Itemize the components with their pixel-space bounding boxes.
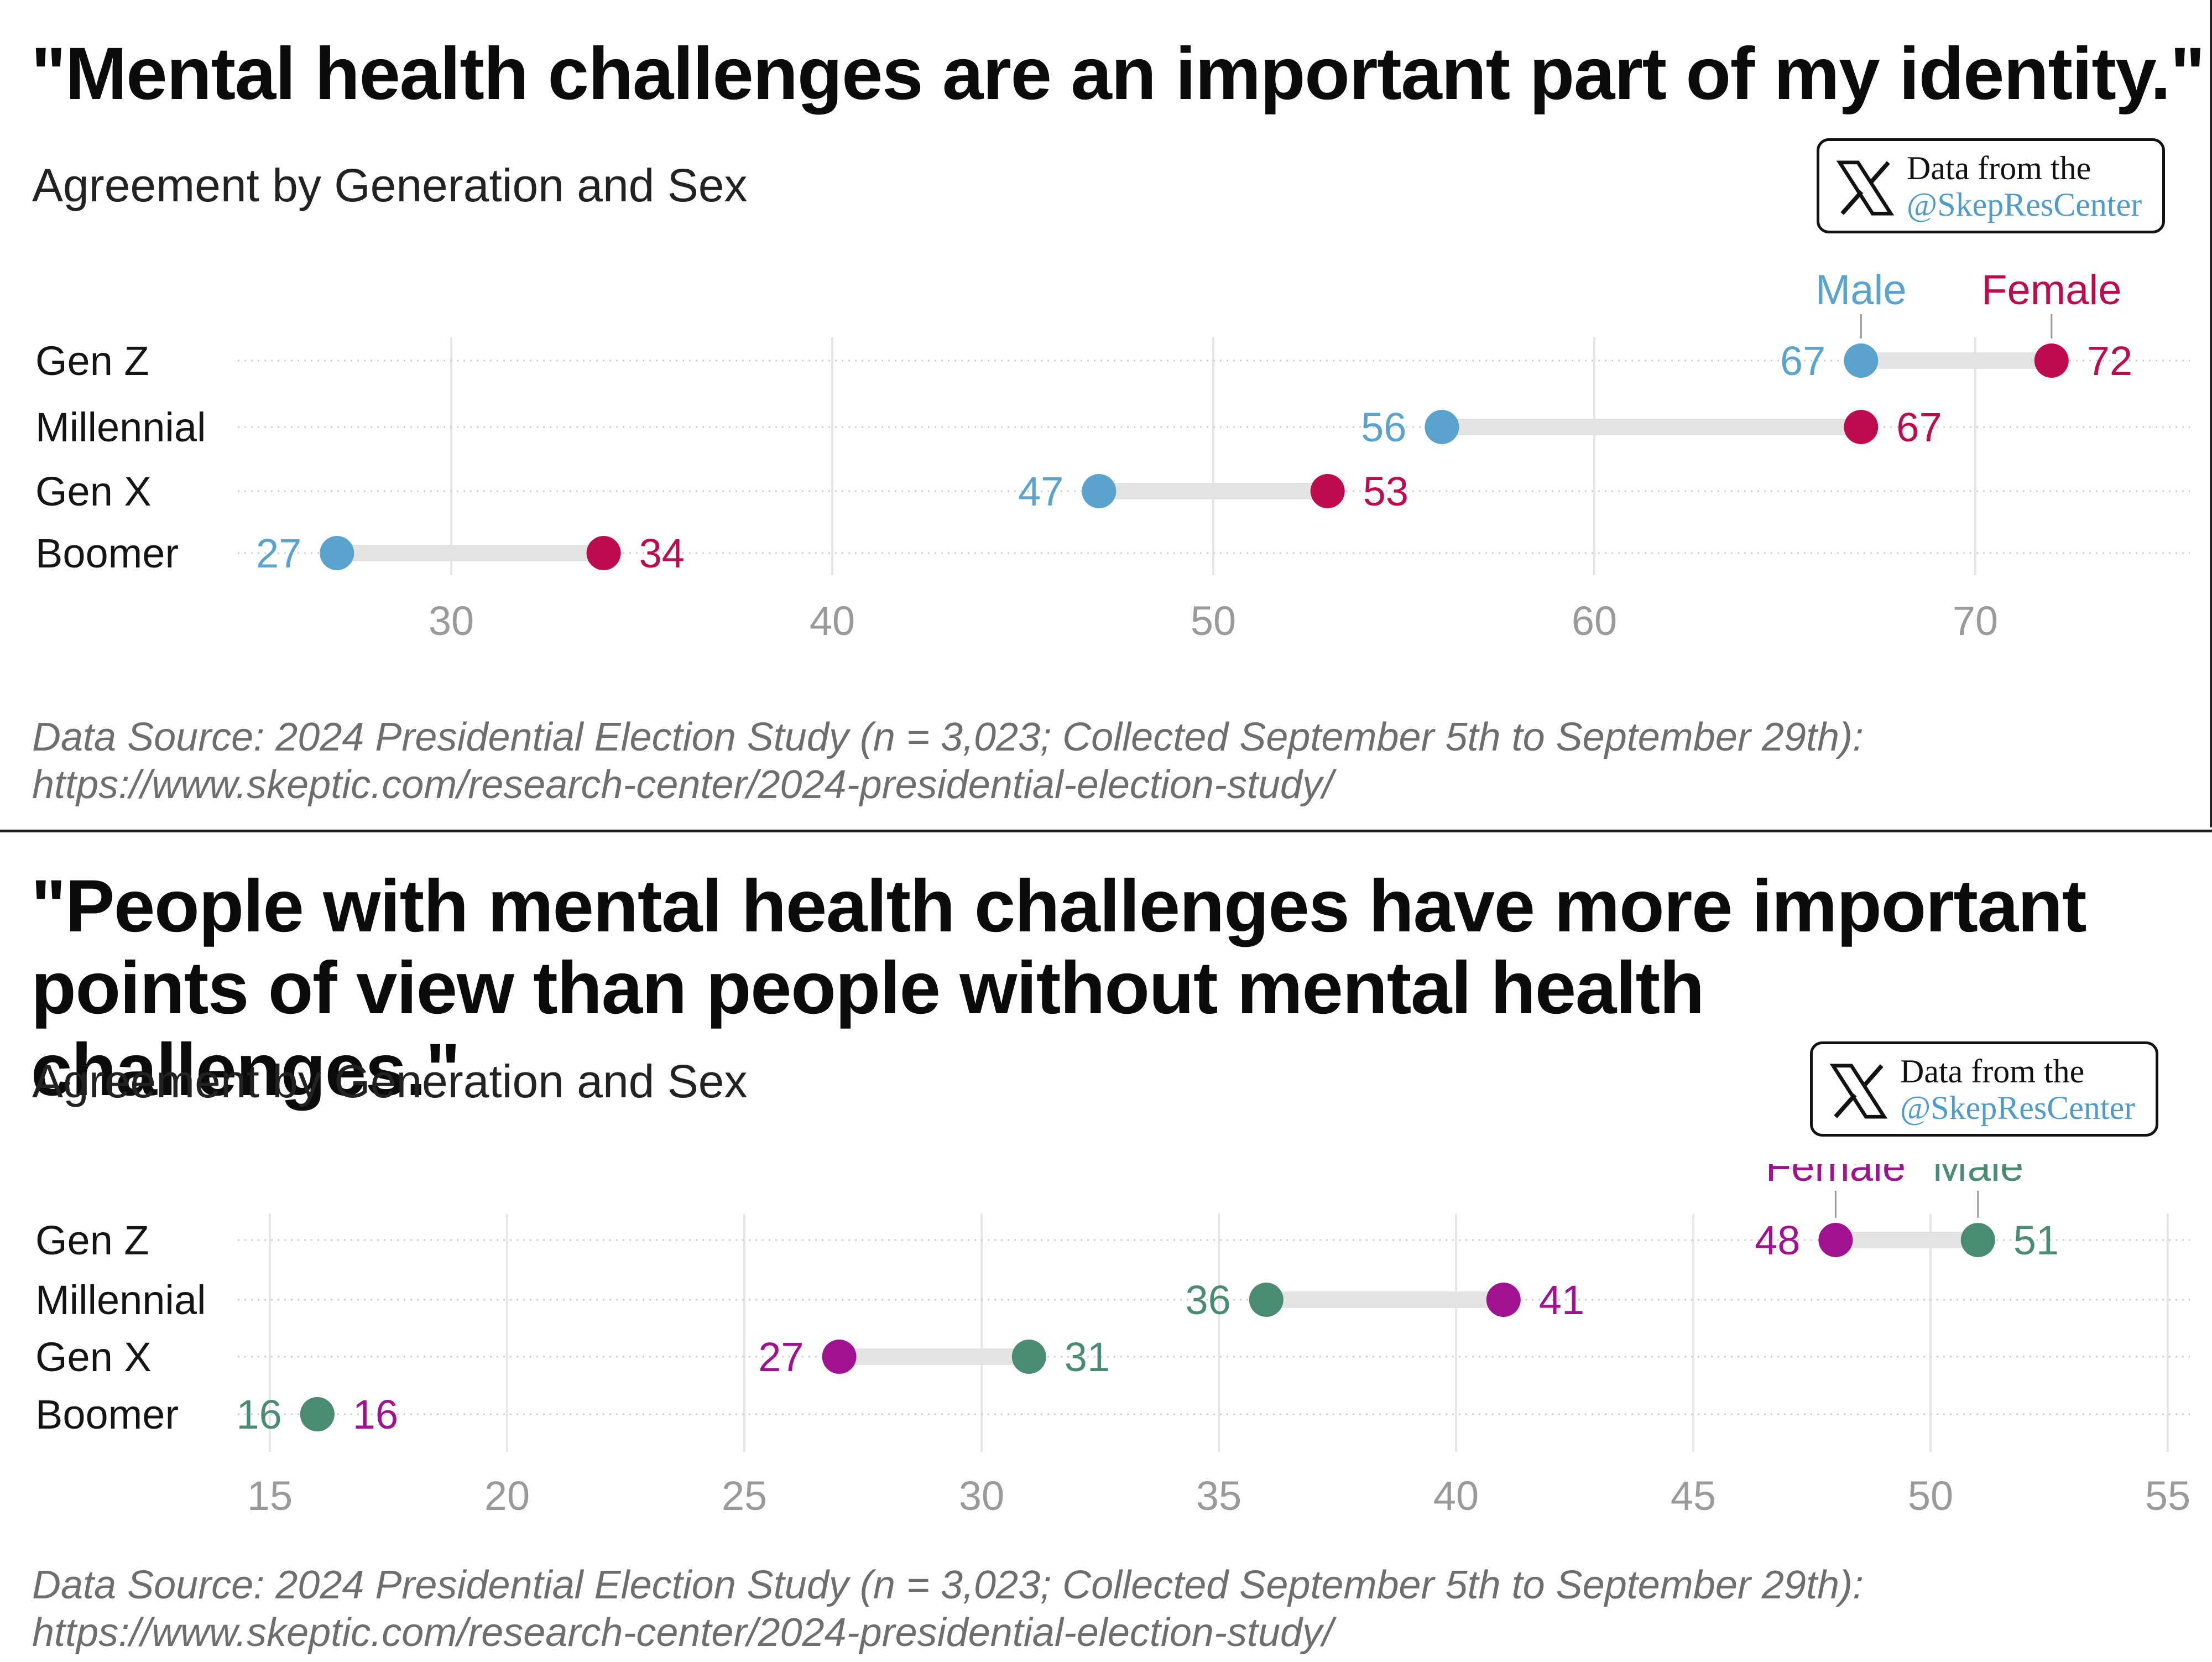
- x-tick-label-35: 35: [1196, 1473, 1241, 1519]
- category-label-boomer: Boomer: [35, 530, 179, 576]
- chart-subtitle: Agreement by Generation and Sex: [32, 1055, 748, 1107]
- data-source-text: Data Source: 2024 Presidential Election …: [32, 715, 1864, 759]
- badge-handle[interactable]: @SkepResCenter: [1907, 186, 2142, 223]
- badge-line1: Data from the: [1907, 150, 2091, 186]
- category-label-gen-z: Gen Z: [35, 338, 149, 384]
- data-source-note: Data Source: 2024 Presidential Election …: [32, 713, 1864, 809]
- dot-female-gen-x: [1310, 474, 1345, 508]
- dot-female-millennial: [1486, 1283, 1521, 1317]
- value-label-female-millennial: 41: [1539, 1277, 1584, 1323]
- dot-female-gen-z: [2034, 343, 2069, 378]
- data-source-url[interactable]: https://www.skeptic.com/research-center/…: [32, 763, 1334, 807]
- dot-male-gen-x: [1082, 474, 1117, 508]
- x-tick-label-45: 45: [1671, 1473, 1716, 1519]
- x-tick-label-30: 30: [429, 598, 474, 644]
- dot-male-boomer: [300, 1397, 335, 1431]
- dot-female-gen-x: [822, 1340, 857, 1374]
- category-label-gen-z: Gen Z: [35, 1217, 149, 1263]
- value-label-female-boomer: 34: [639, 530, 685, 576]
- x-tick-label-70: 70: [1953, 598, 1998, 644]
- x-logo-icon: [1829, 1064, 1888, 1119]
- x-tick-label-40: 40: [1433, 1473, 1479, 1519]
- dot-male-gen-z: [1844, 343, 1879, 378]
- value-label-female-boomer: 16: [353, 1392, 398, 1437]
- x-tick-label-30: 30: [959, 1473, 1004, 1519]
- data-source-text: Data Source: 2024 Presidential Election …: [32, 1563, 1864, 1607]
- chart-panel-identity: "Mental health challenges are an importa…: [0, 0, 2212, 827]
- x-tick-label-40: 40: [810, 598, 855, 644]
- dot-male-millennial: [1249, 1283, 1284, 1317]
- value-label-male-millennial: 36: [1185, 1277, 1230, 1323]
- x-tick-label-25: 25: [722, 1473, 767, 1519]
- data-source-url[interactable]: https://www.skeptic.com/research-center/…: [32, 1611, 1334, 1655]
- value-label-male-gen-z: 51: [2013, 1217, 2059, 1263]
- chart-subtitle: Agreement by Generation and Sex: [32, 159, 748, 211]
- category-label-millennial: Millennial: [35, 404, 206, 450]
- value-label-female-gen-x: 27: [758, 1334, 804, 1380]
- badge-line1: Data from the: [1900, 1053, 2085, 1090]
- data-credit-badge[interactable]: Data from the @SkepResCenter: [1810, 1041, 2158, 1137]
- dot-female-gen-z: [1818, 1223, 1853, 1257]
- legend-label-male: Male: [1815, 267, 1907, 314]
- value-label-female-gen-z: 48: [1755, 1217, 1800, 1263]
- x-tick-label-60: 60: [1572, 598, 1617, 644]
- data-credit-badge[interactable]: Data from the @SkepResCenter: [1817, 138, 2165, 233]
- chart-panel-points-of-view: "People with mental health challenges ha…: [0, 830, 2212, 1662]
- chart-title: "Mental health challenges are an importa…: [31, 33, 2205, 115]
- legend-label-female: Female: [1981, 267, 2121, 314]
- category-label-millennial: Millennial: [35, 1277, 206, 1323]
- value-label-male-gen-x: 31: [1065, 1334, 1110, 1380]
- data-source-note: Data Source: 2024 Presidential Election …: [32, 1561, 1864, 1656]
- dumbbell-chart: 30 40 50 60 70 Gen Z 67 72 Male Female Millennial 5…: [35, 267, 2190, 644]
- dot-male-millennial: [1425, 410, 1459, 444]
- dot-male-gen-x: [1011, 1340, 1046, 1374]
- value-label-male-millennial: 56: [1361, 404, 1406, 450]
- value-label-male-boomer: 27: [256, 530, 301, 576]
- dumbbell-chart: 15 20 25 30 35 40 45 50 55 Gen Z 48 51 Female Male Mil…: [35, 1164, 2190, 1519]
- category-label-gen-x: Gen X: [35, 1334, 152, 1380]
- value-label-female-gen-x: 53: [1363, 468, 1408, 514]
- legend-label-female: Female: [1766, 1164, 1906, 1190]
- category-label-boomer: Boomer: [35, 1392, 179, 1437]
- legend-label-male: Male: [1932, 1164, 2023, 1190]
- x-tick-label-50: 50: [1908, 1473, 1953, 1519]
- value-label-male-boomer: 16: [236, 1392, 281, 1437]
- x-tick-label-20: 20: [484, 1473, 530, 1519]
- value-label-female-millennial: 67: [1896, 404, 1942, 450]
- x-tick-label-15: 15: [247, 1473, 293, 1519]
- category-label-gen-x: Gen X: [35, 468, 152, 514]
- x-tick-label-55: 55: [2145, 1473, 2190, 1519]
- value-label-male-gen-x: 47: [1018, 468, 1063, 514]
- value-label-male-gen-z: 67: [1780, 338, 1825, 384]
- chart-title: "People with mental health challenges ha…: [31, 865, 2087, 1111]
- dot-male-gen-z: [1960, 1223, 1995, 1257]
- dot-female-millennial: [1844, 410, 1879, 444]
- dot-female-boomer: [586, 536, 621, 570]
- value-label-female-gen-z: 72: [2087, 338, 2132, 384]
- x-tick-label-50: 50: [1191, 598, 1236, 644]
- badge-handle[interactable]: @SkepResCenter: [1900, 1090, 2136, 1126]
- dot-male-boomer: [320, 536, 354, 570]
- x-logo-icon: [1836, 160, 1895, 216]
